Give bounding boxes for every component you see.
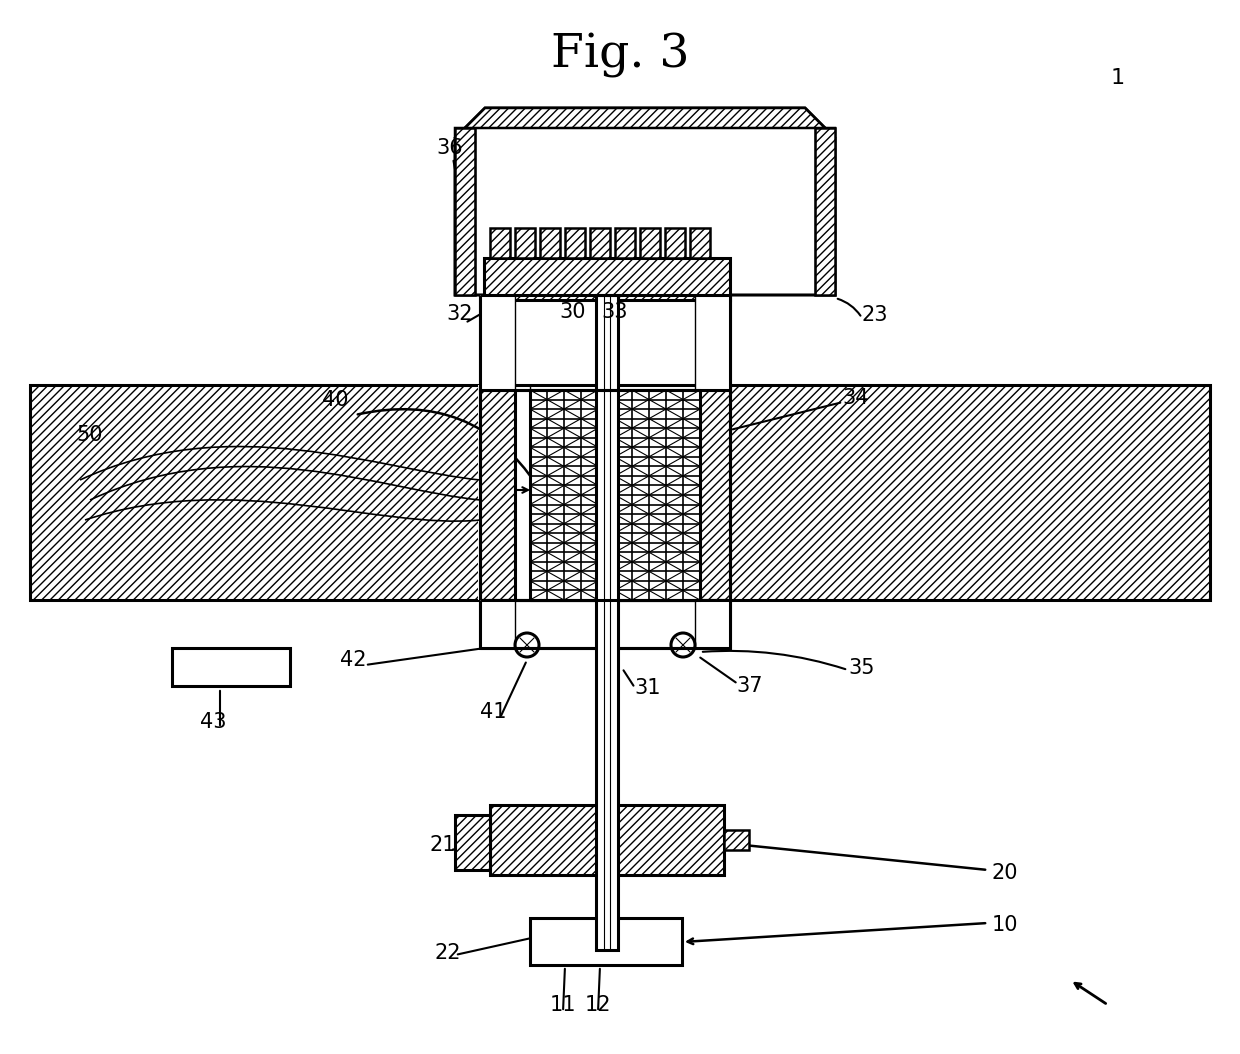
Bar: [490, 228, 510, 258]
Bar: [172, 648, 290, 686]
Bar: [480, 295, 730, 390]
Text: 10: 10: [992, 915, 1018, 935]
Bar: [596, 295, 618, 950]
Bar: [565, 228, 585, 258]
Bar: [480, 600, 730, 648]
Text: 40: 40: [321, 390, 348, 410]
Text: 36: 36: [436, 138, 464, 158]
Bar: [480, 600, 515, 648]
Text: 12: 12: [585, 995, 611, 1015]
Bar: [455, 815, 490, 870]
Text: 43: 43: [200, 713, 226, 731]
Text: 11: 11: [549, 995, 577, 1015]
Text: 34: 34: [843, 388, 869, 408]
Text: 33: 33: [601, 302, 629, 323]
Bar: [480, 385, 515, 600]
Bar: [689, 228, 711, 258]
Text: 42: 42: [340, 650, 366, 670]
Text: 22: 22: [435, 943, 461, 963]
Bar: [529, 390, 701, 600]
Text: Fig. 3: Fig. 3: [551, 33, 689, 78]
Bar: [815, 128, 835, 295]
Bar: [694, 295, 730, 390]
Bar: [615, 228, 635, 258]
Bar: [590, 228, 610, 258]
Bar: [529, 918, 682, 965]
Bar: [665, 228, 684, 258]
Bar: [455, 128, 475, 295]
Polygon shape: [455, 108, 835, 138]
Bar: [724, 829, 749, 850]
Text: 32: 32: [446, 304, 474, 324]
Text: 37: 37: [737, 676, 764, 696]
Bar: [480, 295, 515, 390]
Text: 31: 31: [635, 678, 661, 698]
Bar: [465, 829, 490, 850]
Polygon shape: [455, 108, 835, 295]
Text: 50: 50: [77, 425, 103, 445]
Text: 41: 41: [480, 702, 506, 722]
Bar: [694, 385, 730, 600]
Bar: [539, 228, 560, 258]
Text: 35: 35: [848, 658, 875, 678]
Bar: [484, 258, 730, 300]
Text: 30: 30: [559, 302, 587, 323]
Bar: [490, 805, 724, 875]
Bar: [30, 385, 1210, 600]
Text: 23: 23: [862, 305, 888, 325]
Bar: [477, 385, 732, 600]
Bar: [694, 600, 730, 648]
Bar: [640, 228, 660, 258]
Text: 20: 20: [992, 863, 1018, 883]
Bar: [515, 228, 534, 258]
Text: 1: 1: [1111, 69, 1125, 87]
Text: 21: 21: [430, 835, 456, 855]
